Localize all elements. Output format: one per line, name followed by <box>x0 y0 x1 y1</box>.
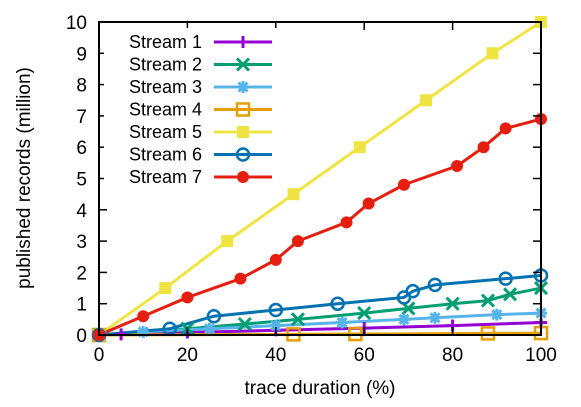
y-tick-label: 9 <box>76 44 87 65</box>
series-6-point <box>206 308 222 324</box>
legend-label: Stream 1 <box>129 32 202 52</box>
series-5-point <box>353 141 366 154</box>
series-5-point <box>221 235 234 248</box>
series-7-point <box>397 178 410 191</box>
x-tick-label: 100 <box>525 345 557 366</box>
series-2-point <box>357 306 372 321</box>
series-2-point <box>237 316 252 332</box>
series-5-point <box>287 188 300 201</box>
plot-frame <box>98 21 542 336</box>
y-tick-label: 6 <box>76 138 87 159</box>
series-7-point <box>269 253 282 266</box>
legend-label: Stream 6 <box>129 145 202 165</box>
series-6-point <box>405 283 421 299</box>
series-3-point <box>203 322 216 335</box>
series-7-point <box>451 159 464 172</box>
series-7-point <box>137 310 150 323</box>
x-tick-label: 60 <box>354 345 375 366</box>
legend-swatch-marker <box>237 81 249 93</box>
legend-swatch-marker <box>235 57 251 72</box>
series-5-point <box>159 282 172 295</box>
series-3-point <box>336 316 349 329</box>
series-2-point <box>502 287 518 302</box>
legend-label: Stream 7 <box>129 167 202 187</box>
series-2-point <box>290 312 305 327</box>
series-7-point <box>234 272 247 285</box>
series-7-point <box>291 235 304 248</box>
series-5-point <box>420 94 433 107</box>
y-tick-label: 10 <box>66 13 87 34</box>
series-2-point <box>480 293 496 308</box>
legend-label: Stream 2 <box>129 55 202 75</box>
legend-swatch-marker <box>237 171 249 183</box>
legend-label: Stream 3 <box>129 77 202 97</box>
series-3-point <box>490 308 503 321</box>
x-tick-label: 0 <box>94 345 105 366</box>
x-tick-label: 20 <box>177 345 198 366</box>
x-tick-label: 80 <box>442 345 463 366</box>
series-6-point <box>330 296 345 311</box>
legend-swatch-marker <box>235 147 251 162</box>
y-tick-label: 1 <box>76 295 87 316</box>
series-3-point <box>428 311 441 324</box>
y-tick-label: 8 <box>76 76 87 97</box>
y-tick-label: 3 <box>76 232 87 253</box>
series-7-point <box>477 141 490 154</box>
series-2-point <box>445 296 460 311</box>
y-tick-label: 2 <box>76 263 87 284</box>
x-tick-label: 40 <box>265 345 286 366</box>
series-7-point <box>362 197 375 210</box>
series-line-5 <box>98 20 542 337</box>
legend-swatch-marker <box>237 36 249 48</box>
legend-label: Stream 4 <box>129 100 202 120</box>
series-5-point <box>486 47 499 60</box>
series-line-2 <box>98 286 542 337</box>
series-6-point <box>268 302 284 318</box>
series-6-point <box>427 277 443 293</box>
y-tick-label: 7 <box>76 107 87 128</box>
series-7-point <box>181 291 194 304</box>
y-axis-label: published records (million) <box>14 67 35 289</box>
legend-label: Stream 5 <box>129 122 202 142</box>
series-3-point <box>397 313 410 326</box>
series-4-point <box>480 326 496 341</box>
series-7-point <box>499 122 512 135</box>
y-tick-label: 0 <box>76 326 87 347</box>
series-6-point <box>498 271 513 286</box>
legend-swatch-marker <box>235 102 251 117</box>
y-tick-label: 5 <box>76 170 87 191</box>
series-7-point <box>340 216 353 229</box>
series-3-point <box>137 325 150 338</box>
x-axis-label: trace duration (%) <box>244 378 395 399</box>
y-tick-label: 4 <box>76 201 87 222</box>
legend-swatch-marker <box>237 126 249 138</box>
